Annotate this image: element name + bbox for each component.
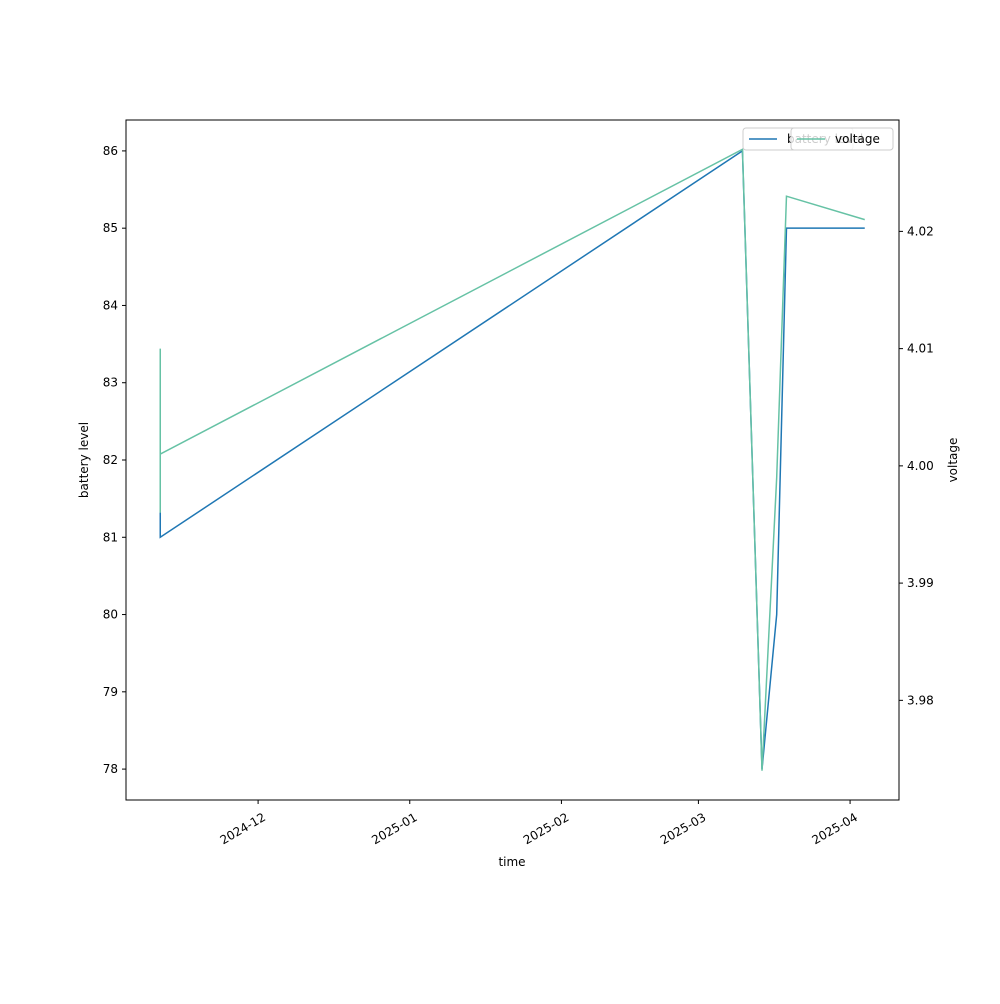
x-axis-label: time <box>498 855 525 869</box>
y2-tick-label: 4.00 <box>907 459 934 473</box>
x-tick-label: 2025-01 <box>369 810 419 847</box>
y-tick-label: 85 <box>103 221 118 235</box>
y2-axis-label: voltage <box>946 438 960 483</box>
y2-tick-label: 4.01 <box>907 342 934 356</box>
x-tick-label: 2024-12 <box>218 810 268 847</box>
y-tick-label: 79 <box>103 685 118 699</box>
y-tick-label: 82 <box>103 453 118 467</box>
y-axis-label: battery level <box>77 422 91 498</box>
y-tick-label: 80 <box>103 608 118 622</box>
legend-label: voltage <box>835 132 880 146</box>
x-tick-label: 2025-04 <box>810 810 860 847</box>
y2-tick-label: 3.98 <box>907 693 934 707</box>
y-tick-label: 84 <box>103 298 118 312</box>
x-tick-label: 2025-02 <box>521 810 571 847</box>
plot-frame <box>125 119 900 801</box>
y2-tick-label: 4.02 <box>907 224 934 238</box>
y-tick-label: 86 <box>103 144 118 158</box>
y-tick-label: 78 <box>103 762 118 776</box>
legend-box <box>790 127 894 151</box>
y2-tick-label: 3.99 <box>907 576 934 590</box>
line-series <box>159 148 865 771</box>
y-tick-label: 83 <box>103 376 118 390</box>
y-tick-label: 81 <box>103 530 118 544</box>
x-tick-label: 2025-03 <box>658 810 708 847</box>
